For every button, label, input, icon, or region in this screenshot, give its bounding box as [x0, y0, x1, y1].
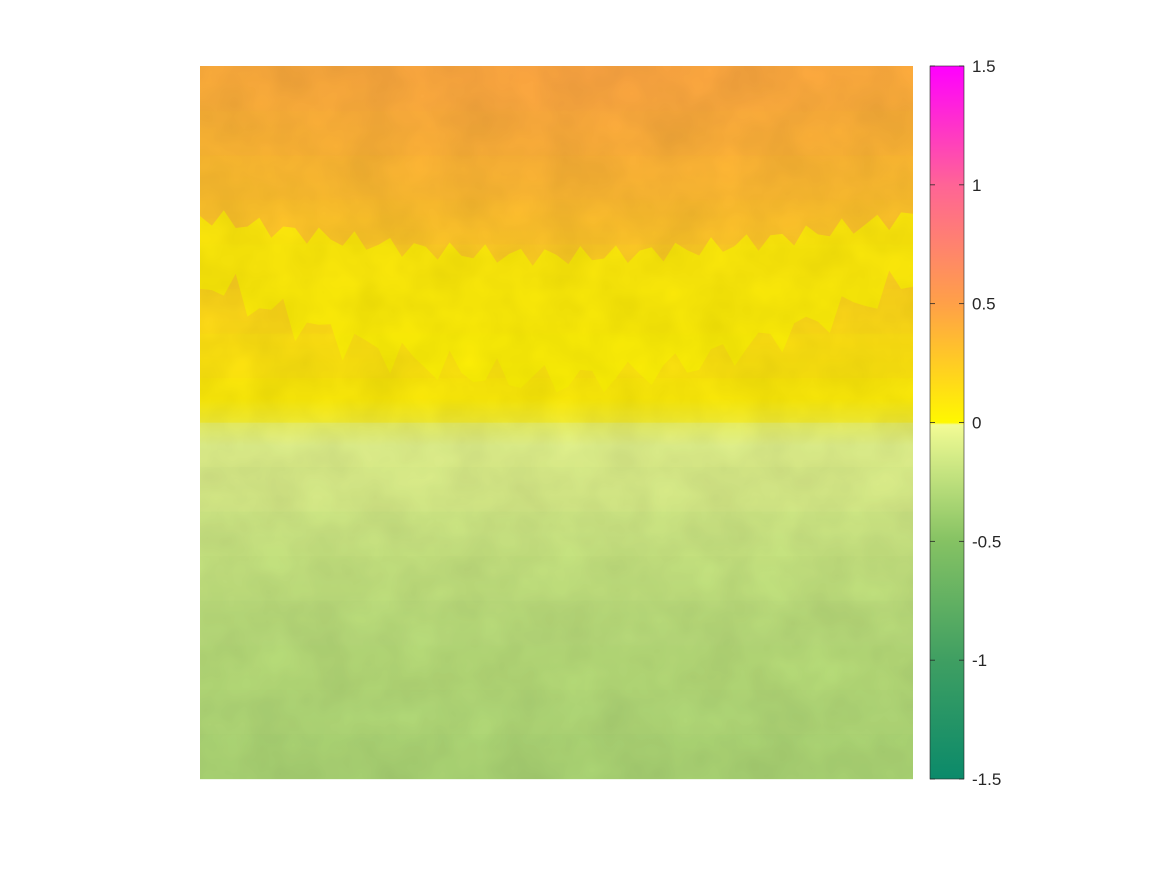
heatmap-texture: [200, 66, 913, 779]
colorbar-tick-label: -1.5: [972, 770, 1001, 789]
colorbar-tick-label: -1: [972, 651, 987, 670]
colorbar-tick-label: 1: [972, 176, 981, 195]
colorbar-ticks: 1.5 1 0.5 0 -0.5 -1 -1.5: [930, 57, 1001, 789]
colorbar-tick-label: -0.5: [972, 532, 1001, 551]
colorbar: 1.5 1 0.5 0 -0.5 -1 -1.5: [929, 57, 1001, 789]
colorbar-tick-label: 0: [972, 414, 981, 433]
colorbar-gradient: [929, 65, 965, 780]
colorbar-tick-label: 1.5: [972, 57, 996, 76]
colorbar-tick-label: 0.5: [972, 295, 996, 314]
heatmap-plot-area: [200, 66, 913, 780]
